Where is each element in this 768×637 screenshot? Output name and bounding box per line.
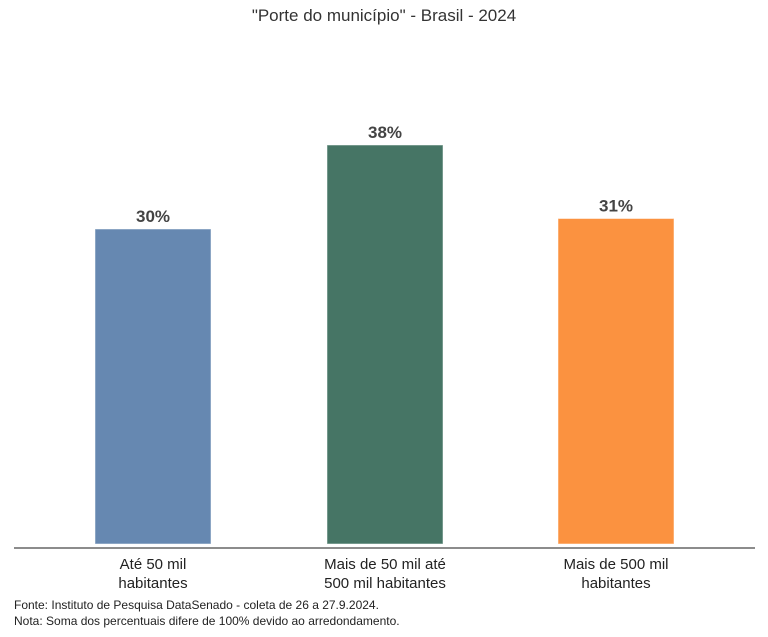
labels-group: 30% Até 50 mil habitantes 38% Mais de 50 mil… [118,123,668,592]
value-label-1: 30% [136,207,170,226]
value-label-3: 31% [599,197,633,216]
category-label-3-line-1: Mais de 500 mil [563,556,668,573]
category-label-1-line-1: Até 50 mil [120,556,187,573]
category-label-2-line-2: 500 mil habitantes [324,575,446,592]
bar-chart: 30% Até 50 mil habitantes 38% Mais de 50 mil… [14,123,755,592]
bar-2 [326,144,444,545]
category-label-2-line-1: Mais de 50 mil até [324,556,446,573]
value-label-2: 38% [368,123,402,142]
rounding-note: Nota: Soma dos percentuais difere de 100… [14,614,400,628]
source-note: Fonte: Instituto de Pesquisa DataSenado … [14,598,379,612]
chart-title: "Porte do município" - Brasil - 2024 [251,6,517,25]
bar-3 [557,218,675,545]
bars-group [94,144,675,545]
category-label-1-line-2: habitantes [118,575,187,592]
footnotes: Fonte: Instituto de Pesquisa DataSenado … [14,597,400,629]
category-label-3-line-2: habitantes [581,575,650,592]
bar-1 [94,228,212,545]
